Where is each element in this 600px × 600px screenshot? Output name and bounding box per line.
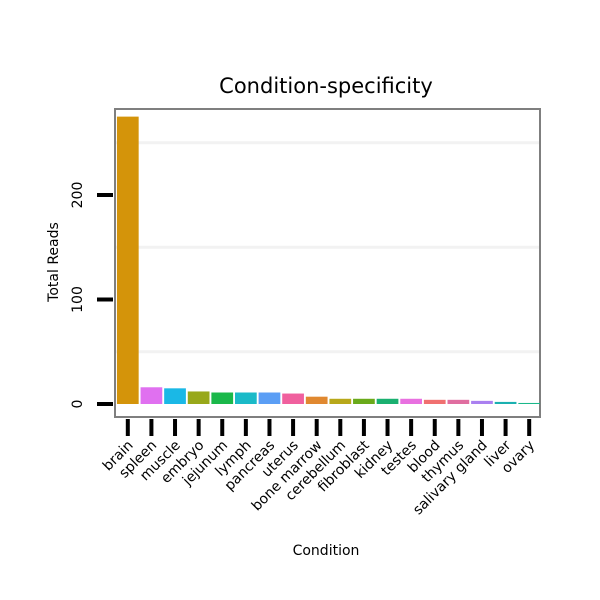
bar-kidney (376, 398, 399, 404)
bar-liver (494, 401, 517, 404)
x-axis-label: Condition (293, 543, 360, 559)
y-tick-label: 200 (70, 182, 86, 209)
bar-pancreas (258, 392, 281, 404)
bar-cerebellum (329, 398, 352, 404)
bar-ovary (518, 402, 541, 404)
grid-lines (116, 141, 539, 354)
bar-muscle (164, 388, 186, 404)
chart-title: Condition-specificity (219, 74, 433, 98)
bar-embryo (187, 391, 210, 404)
bar-brain (116, 116, 139, 404)
bar-bone-marrow (305, 396, 328, 404)
bar-thymus (447, 399, 470, 404)
y-axis: 0 100 200 (70, 182, 113, 409)
plot-panel-border (114, 108, 541, 418)
bar-jejunum (211, 392, 234, 404)
y-tick-label: 100 (70, 286, 86, 313)
y-tick-label: 0 (70, 400, 86, 409)
bar-blood (423, 399, 446, 404)
bar-spleen (140, 387, 163, 404)
bars (116, 116, 541, 404)
bar-uterus (282, 393, 304, 404)
bar-testes (400, 398, 422, 404)
bar-lymph (235, 392, 257, 404)
y-axis-label: Total Reads (46, 222, 62, 303)
bar-fibroblast (353, 398, 375, 404)
bar-salivary-gland (471, 400, 493, 404)
x-axis: brainspleenmuscleembryojejunumlymphpancr… (100, 419, 538, 518)
